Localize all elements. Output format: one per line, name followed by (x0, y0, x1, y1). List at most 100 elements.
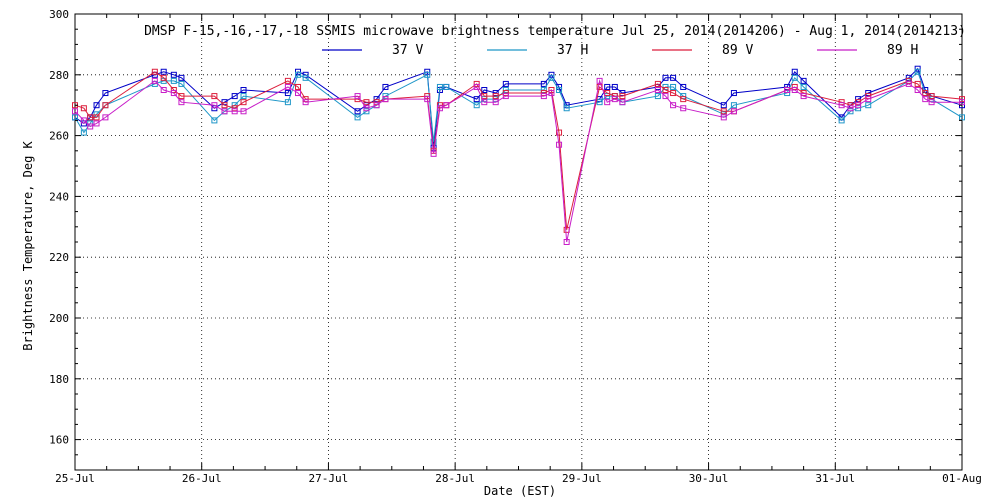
data-point (436, 83, 443, 90)
x-tick-label: 01-Aug (942, 472, 982, 485)
data-point (670, 90, 677, 97)
data-point (791, 74, 798, 81)
data-point (914, 80, 921, 87)
data-point (151, 77, 158, 84)
data-point (548, 90, 555, 97)
data-point (231, 105, 238, 112)
data-point (654, 87, 661, 93)
data-point (838, 99, 845, 106)
data-point (730, 90, 737, 97)
data-point (654, 80, 661, 87)
data-point (221, 108, 228, 115)
data-point (284, 90, 291, 97)
legend-label: 89 V (722, 43, 753, 58)
data-point (604, 83, 611, 90)
data-point (102, 114, 109, 121)
data-point (211, 102, 218, 109)
y-tick-label: 260 (49, 130, 69, 143)
y-tick-label: 240 (49, 190, 69, 203)
x-tick-label: 30-Jul (689, 472, 729, 485)
data-point (240, 108, 247, 115)
data-point (654, 93, 661, 100)
data-point (80, 129, 87, 136)
legend-label: 37 H (557, 43, 588, 58)
data-point (720, 111, 727, 118)
x-tick-label: 28-Jul (435, 472, 475, 485)
data-point (424, 93, 431, 100)
data-point (240, 99, 247, 106)
data-point (604, 99, 611, 106)
data-point (178, 99, 185, 106)
data-point (178, 93, 185, 100)
data-point (93, 102, 100, 109)
data-point (424, 96, 431, 103)
data-point (295, 71, 302, 78)
data-point (178, 80, 185, 87)
data-point (611, 83, 618, 90)
data-point (178, 74, 185, 81)
x-tick-label: 26-Jul (182, 472, 222, 485)
data-point (170, 77, 177, 84)
data-point (922, 96, 929, 103)
data-point (838, 117, 845, 124)
legend: 37 V 37 H 89 V 89 H (322, 43, 918, 58)
data-point (382, 96, 389, 103)
data-point (540, 80, 547, 87)
data-point (556, 129, 563, 136)
data-point (847, 105, 854, 112)
data-point (800, 93, 807, 100)
data-point (363, 108, 370, 115)
data-point (959, 114, 965, 121)
data-point (240, 87, 247, 93)
data-point (295, 83, 302, 90)
series-line (74, 71, 963, 230)
data-point (87, 114, 94, 121)
data-point (492, 96, 499, 103)
data-point (443, 83, 450, 90)
data-point (87, 123, 94, 130)
data-point (611, 96, 618, 103)
axis-ticks: 160 180 200 220 240 260 280 300 25-Jul 26-Jul 27-J… (49, 8, 982, 485)
data-point (680, 96, 687, 103)
data-point (231, 108, 238, 115)
data-point (302, 74, 309, 81)
data-point (211, 93, 218, 100)
y-tick-label: 220 (49, 251, 69, 264)
data-point (619, 93, 626, 100)
data-point (240, 93, 247, 100)
data-point (720, 108, 727, 115)
data-point (382, 83, 389, 90)
data-point (556, 87, 563, 93)
data-point (563, 239, 570, 245)
data-point (160, 68, 167, 75)
data-point (151, 68, 158, 75)
data-point (502, 90, 509, 97)
data-point (473, 80, 480, 87)
data-point (221, 102, 228, 109)
x-axis-label: Date (EST) (484, 484, 556, 498)
data-point (363, 105, 370, 112)
chart-title: DMSP F-15,-16,-17,-18 SSMIS microwave br… (144, 24, 966, 39)
y-tick-label: 180 (49, 373, 69, 386)
data-point (914, 87, 921, 93)
data-point (662, 93, 669, 100)
series-line (74, 79, 962, 243)
data-point (430, 150, 437, 157)
data-point (373, 96, 380, 103)
data-point (670, 102, 677, 109)
data-point (922, 90, 929, 97)
data-point (680, 83, 687, 90)
x-tick-label: 29-Jul (562, 472, 602, 485)
data-point (784, 90, 791, 97)
data-point (838, 102, 845, 109)
data-point (914, 68, 921, 75)
data-point (855, 105, 862, 112)
data-point (284, 83, 291, 90)
data-point (680, 105, 687, 112)
data-point (284, 77, 291, 84)
data-point (473, 102, 480, 109)
data-point (928, 96, 935, 103)
data-point (784, 87, 791, 93)
data-point (928, 99, 935, 106)
